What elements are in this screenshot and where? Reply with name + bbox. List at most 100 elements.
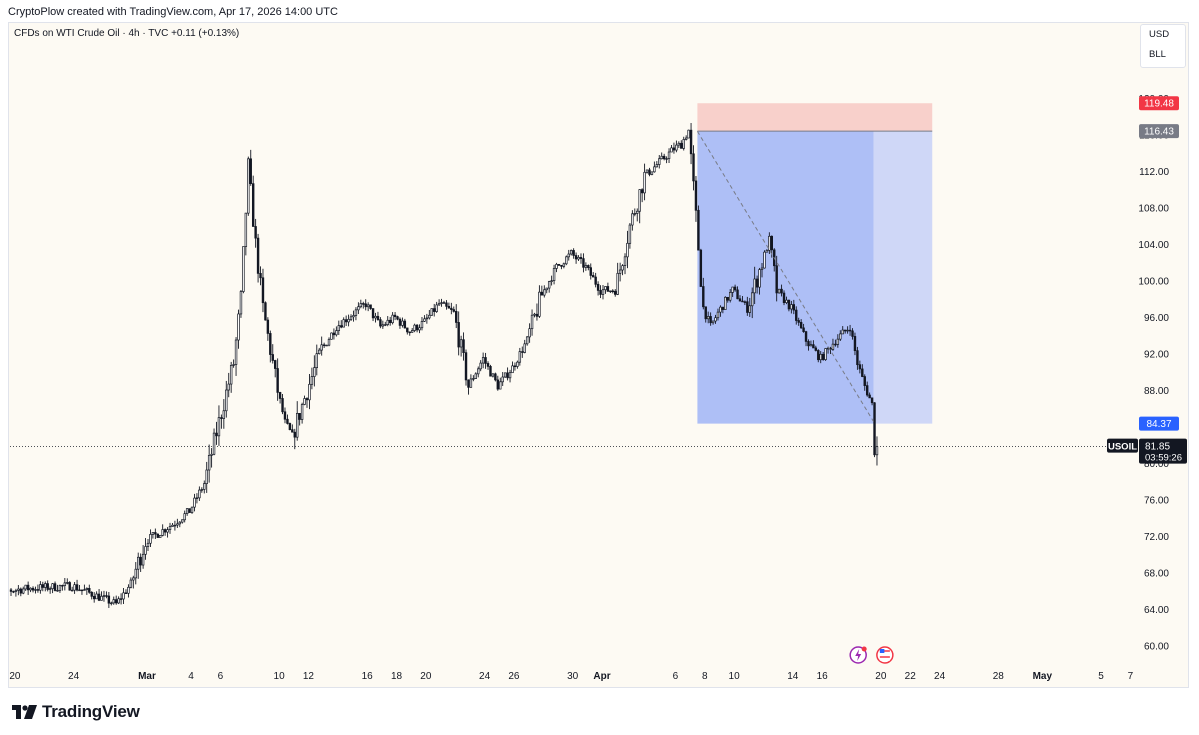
target-price-text: 84.37 [1146,419,1171,430]
candle-body [865,385,869,396]
candle-body [393,314,397,317]
candle-body [406,327,409,333]
candle-body [469,378,473,388]
x-tick-label: 20 [875,671,887,682]
candle-body [758,269,761,288]
candle-body [381,324,385,327]
candle-body [141,553,145,566]
candle-body [853,336,857,351]
trend-line[interactable] [696,131,874,422]
candle-body [430,308,433,316]
candle-body [110,602,113,605]
candle-body [680,142,683,149]
x-tick-label: 20 [9,671,21,682]
candle-body [293,431,296,438]
x-tick-label: 24 [479,671,491,682]
volume-unit[interactable]: BLL [1149,49,1166,60]
candle-body [425,317,429,320]
candle-body [687,129,690,139]
unit-selector[interactable]: USD BLL [1140,24,1186,68]
candle-body [628,224,632,244]
candle-body [286,418,289,424]
candle-body [658,158,661,165]
x-tick-label: 12 [303,671,315,682]
candle-body [291,429,294,433]
candle-body [200,489,204,491]
candle-body [171,524,174,527]
candle-body [163,529,167,533]
tradingview-logo-icon [12,705,37,719]
symbol-text: USOIL [1108,442,1137,453]
candle-body [296,413,299,438]
candle-body [795,309,798,321]
candle-body [814,347,818,351]
x-tick-label: 30 [567,671,579,682]
candle-body [259,273,262,279]
candle-body [364,303,367,308]
candle-body [640,189,644,194]
candle-body [790,304,793,310]
x-tick-label: Apr [593,671,610,682]
candle-body [310,376,314,385]
candle-body [572,250,575,256]
y-tick-label: 68.00 [1144,569,1169,580]
stop-loss-zone[interactable] [697,103,933,132]
flash-bolt-icon [855,649,862,661]
candle-body [80,589,84,592]
candle-body [521,351,524,353]
stop-price-text: 119.48 [1144,99,1174,110]
candle-body [146,542,150,547]
candle-body [565,256,568,265]
candle-body [168,526,172,530]
tradingview-logo[interactable]: TradingView [12,702,140,722]
y-tick-label: 104.00 [1138,240,1169,251]
candle-body [46,583,49,590]
candle-body [604,286,607,291]
candle-body [330,332,333,340]
x-tick-label: 28 [993,671,1005,682]
candle-body [697,209,700,251]
candle-body [873,402,876,456]
candle-body [799,322,803,329]
candle-body [156,533,159,538]
take-profit-zone-projected[interactable] [873,131,933,424]
candle-body [596,283,600,291]
candle-body [19,588,23,594]
candle-body [824,348,827,360]
candle-body [672,147,676,151]
currency-unit[interactable]: USD [1149,29,1170,40]
candle-body [856,350,859,366]
candle-body [129,579,133,588]
candle-body [366,304,370,308]
candle-body [817,350,820,361]
candle-body [132,577,135,581]
candle-body [562,263,566,267]
candle-body [574,255,578,260]
candle-body [134,568,137,579]
candle-body [347,318,350,323]
candle-body [337,325,341,331]
y-tick-label: 92.00 [1144,350,1169,361]
candle-body [587,265,590,269]
candle-body [256,237,260,274]
candle-body [369,304,372,309]
candle-body [207,454,211,471]
candle-body [633,213,637,215]
candle-body [428,314,431,319]
candle-body [706,316,710,320]
candle-body [83,589,86,591]
candle-body [552,268,556,281]
candle-body [682,139,685,149]
candle-body [215,432,218,437]
candle-body [420,321,424,329]
header-attribution: CryptoPlow created with TradingView.com,… [8,6,338,18]
candle-body [577,257,580,260]
candle-body [308,383,311,401]
chart-frame[interactable] [8,22,1189,688]
candle-body [457,322,460,348]
candle-body [804,331,808,342]
candle-body [36,589,40,591]
candle-body [435,304,438,312]
candle-body [437,303,441,306]
